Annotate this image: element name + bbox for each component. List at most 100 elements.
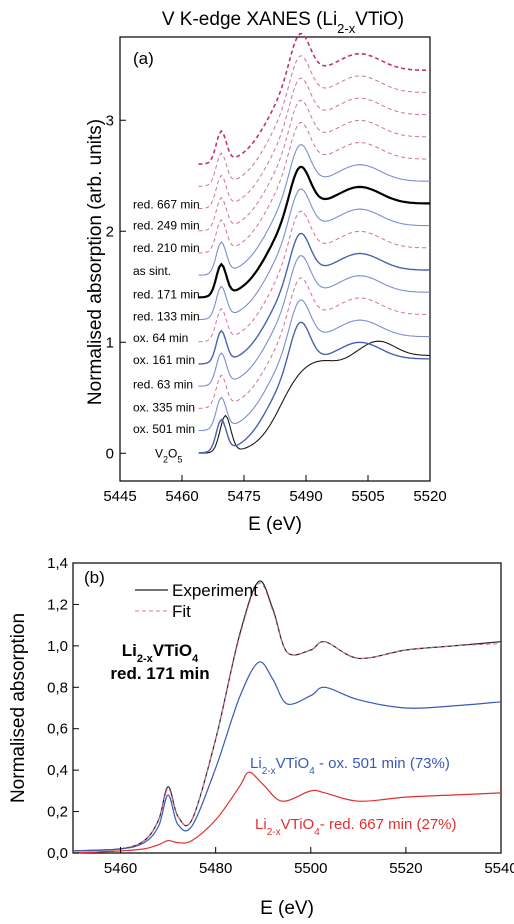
red-label-tail: - red. 667 min (27%)	[320, 816, 457, 833]
chart-a-series-line	[198, 77, 430, 210]
chart-a-x-tick-label: 5475	[227, 488, 260, 505]
chart-a-trace-label: red. 210 min	[133, 241, 200, 255]
chart-b-y-tick-label: 1,2	[47, 596, 68, 613]
chart-b-y-tick-label: 1,0	[47, 638, 68, 655]
trace-label-part: V	[155, 446, 163, 460]
sample-label-li: Li	[122, 641, 137, 660]
red-label-vtio-sub: 4	[314, 827, 320, 838]
chart-a-x-tick-label: 5490	[289, 488, 322, 505]
chart-b-y-tick-label: 0,2	[47, 804, 68, 821]
chart-a-x-axis-label: E (eV)	[248, 514, 302, 535]
chart-a-title-tail: VTiO)	[355, 9, 404, 30]
chart-a-x-tick-label: 5520	[413, 488, 446, 505]
chart-a-y-ticks: 0 1 2 3	[106, 112, 126, 462]
chart-a-y-tick-label: 2	[106, 223, 114, 240]
chart-a-title-sub: 2-x	[337, 21, 356, 36]
chart-a-trace-label: ox. 64 min	[133, 331, 188, 345]
ox-label-tail: - ox. 501 min (73%)	[315, 755, 450, 772]
chart-b-y-tick-label: 0,8	[47, 679, 68, 696]
trace-label-part: O	[168, 446, 177, 460]
chart-a-series-line	[198, 99, 430, 232]
legend-label-fit: Fit	[172, 602, 191, 621]
sample-label-vtio-sub: 4	[192, 653, 199, 665]
chart-a-trace-labels: V2O5 ox. 501 min ox. 335 min red. 63 min ox.…	[133, 198, 200, 465]
chart-b-frame	[72, 562, 502, 854]
chart-b-x-tick-label: 5520	[389, 860, 422, 877]
chart-a-trace-label: ox. 335 min	[133, 401, 195, 415]
chart-b-traces	[72, 580, 502, 854]
chart-b-series-line	[72, 771, 502, 854]
chart-a-trace-label: red. 171 min	[133, 288, 200, 302]
chart-a-x-tick-label: 5505	[351, 488, 384, 505]
chart-a-series-line	[198, 299, 430, 432]
chart-a-frame	[119, 36, 431, 482]
chart-b-series-line	[72, 582, 502, 852]
chart-b-panel-tag: (b)	[84, 568, 105, 587]
sample-label-vtio: VTiO	[153, 641, 192, 660]
red-label-li-sub: 2-x	[267, 827, 281, 838]
chart-b-x-axis-label: E (eV)	[260, 898, 314, 919]
chart-b-red-component-label: Li2-xVTiO4- red. 667 min (27%)	[255, 816, 457, 838]
chart-a-y-tick-label: 1	[106, 334, 114, 351]
chart-a-traces	[198, 32, 431, 454]
chart-a-trace-label: red. 249 min	[133, 219, 200, 233]
chart-b-y-ticks: 0,0 0,2 0,4 0,6 0,8 1,0 1,2 1,4	[47, 555, 79, 862]
panel-b: (b) 5460 5480 5500 5520 5540 0,0 0,2 0,4 0,6 0,8…	[8, 555, 514, 919]
chart-b-ox-component-label: Li2-xVTiO4 - ox. 501 min (73%)	[250, 755, 450, 777]
chart-a-trace-label: red. 133 min	[133, 310, 200, 324]
chart-a-x-ticks: 5445 5460 5475 5490 5505 5520	[103, 475, 447, 505]
ox-label-vtio-sub: 4	[309, 766, 315, 777]
chart-b-y-tick-label: 1,4	[47, 555, 68, 572]
chart-b-sample-label-line2: red. 171 min	[110, 664, 209, 683]
chart-b-x-tick-label: 5540	[484, 860, 514, 877]
chart-a-title: V K-edge XANES (Li2-xVTiO)	[162, 9, 404, 36]
chart-a-x-tick-label: 5460	[165, 488, 198, 505]
trace-label-part: 5	[177, 454, 182, 464]
chart-a-title-main: V K-edge XANES (Li	[162, 9, 337, 30]
chart-a-panel-tag: (a)	[133, 49, 154, 68]
ox-label-li: Li	[250, 755, 262, 772]
chart-a-trace-label: ox. 501 min	[133, 422, 195, 436]
chart-b-y-axis-label: Normalised absorption	[8, 613, 29, 803]
chart-a-series-line	[198, 277, 430, 409]
chart-a-series-line	[198, 188, 430, 321]
chart-a-series-line	[198, 121, 430, 254]
chart-a-y-tick-label: 3	[106, 112, 114, 129]
chart-b-y-tick-label: 0,6	[47, 721, 68, 738]
legend-label-experiment: Experiment	[172, 581, 258, 600]
chart-b-sample-label-line1: Li2-xVTiO4	[122, 641, 199, 665]
ox-label-vtio: VTiO	[276, 755, 310, 772]
chart-b-series-line	[72, 580, 502, 852]
chart-b-legend: Experiment Fit	[135, 581, 258, 621]
chart-a-series-line	[198, 321, 430, 454]
chart-a-series-line	[198, 144, 430, 276]
chart-a-series-line	[198, 165, 430, 299]
chart-a-y-axis-label: Normalised absorption (arb. units)	[85, 119, 106, 405]
chart-a-trace-label: as sint.	[133, 264, 171, 278]
chart-b-x-tick-label: 5500	[294, 860, 327, 877]
chart-a-series-line	[198, 32, 430, 165]
chart-a-series-line	[198, 340, 431, 454]
chart-b-series-line	[72, 661, 502, 852]
chart-b-x-ticks: 5460 5480 5500 5520 5540	[104, 847, 514, 877]
trace-label-part: 2	[163, 454, 168, 464]
chart-a-trace-label: red. 63 min	[133, 377, 193, 391]
chart-a-series-line	[198, 232, 430, 365]
chart-a-trace-label: red. 667 min	[133, 198, 200, 212]
ox-label-li-sub: 2-x	[262, 766, 276, 777]
chart-a-series-line	[198, 55, 430, 187]
chart-a-y-tick-label: 0	[106, 445, 114, 462]
red-label-li: Li	[255, 816, 267, 833]
chart-b-y-tick-label: 0,4	[47, 762, 68, 779]
chart-b-x-tick-label: 5480	[199, 860, 232, 877]
red-label-vtio: VTiO	[281, 816, 315, 833]
chart-a-series-line	[198, 210, 430, 343]
chart-b-y-tick-label: 0,0	[47, 845, 68, 862]
sample-label-li-sub: 2-x	[137, 653, 154, 665]
chart-a-trace-label: ox. 161 min	[133, 353, 195, 367]
chart-a-series-line	[198, 255, 430, 387]
chart-a-x-tick-label: 5445	[103, 488, 136, 505]
chart-b-x-tick-label: 5460	[104, 860, 137, 877]
